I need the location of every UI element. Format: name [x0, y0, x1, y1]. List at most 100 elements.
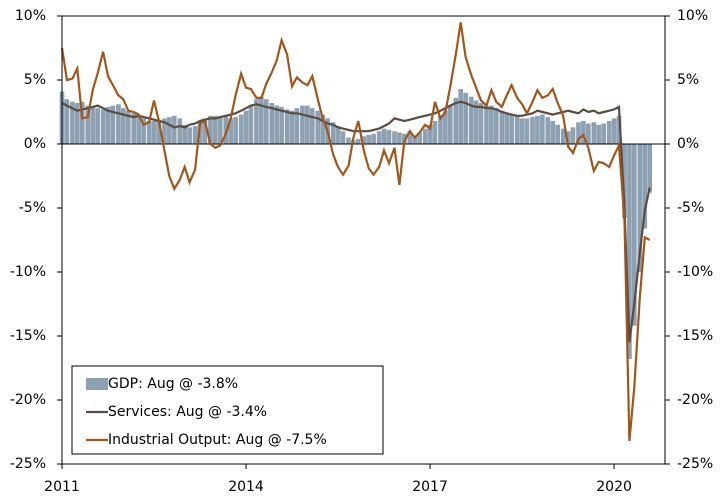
bar	[601, 123, 606, 144]
bar	[581, 120, 586, 144]
bar	[576, 122, 581, 144]
legend-swatch	[86, 378, 108, 390]
legend: GDP: Aug @ -3.8% Services: Aug @ -3.4% Ind…	[71, 365, 384, 455]
bar	[162, 118, 167, 144]
bar	[509, 114, 514, 144]
bar	[116, 104, 121, 144]
x-tick-label: 2014	[228, 479, 264, 495]
bar	[309, 108, 315, 144]
bar	[519, 118, 525, 144]
bar	[458, 88, 464, 144]
bar	[535, 115, 540, 144]
bar	[70, 101, 75, 144]
bar	[484, 105, 489, 144]
bar	[524, 118, 530, 144]
bar	[627, 144, 632, 360]
bar	[90, 106, 96, 144]
bar	[228, 118, 234, 144]
bar	[146, 120, 152, 144]
bar	[637, 144, 643, 272]
bar	[468, 96, 474, 144]
bar	[560, 128, 566, 144]
bar	[110, 105, 116, 144]
legend-label: GDP: Aug @ -3.8%	[108, 376, 238, 392]
bar	[259, 96, 264, 144]
bar	[284, 109, 290, 144]
bar	[248, 105, 254, 144]
bar	[422, 128, 428, 144]
bar	[381, 128, 387, 144]
bar	[591, 122, 597, 144]
bar	[606, 120, 612, 144]
bar	[171, 115, 177, 144]
bar	[647, 144, 652, 193]
y2-tick-label: 0%	[677, 136, 699, 152]
y2-tick-label: -20%	[677, 392, 713, 408]
bar	[447, 105, 453, 144]
bar	[443, 110, 448, 144]
bar	[320, 114, 326, 144]
bar	[305, 105, 310, 144]
bar	[463, 92, 468, 144]
bar	[585, 123, 591, 144]
bar	[254, 99, 259, 144]
bar	[407, 131, 413, 144]
bar	[95, 108, 100, 144]
bar	[371, 133, 376, 144]
bar	[642, 144, 648, 229]
bar	[361, 136, 367, 144]
bar	[622, 144, 627, 219]
bar	[555, 124, 560, 144]
bar	[545, 117, 551, 144]
bar	[294, 108, 300, 144]
bar	[121, 108, 126, 144]
bar	[125, 110, 131, 144]
bar	[514, 115, 520, 144]
bar	[550, 120, 556, 144]
bar	[167, 117, 172, 144]
bar	[473, 100, 479, 144]
y2-tick-label: -15%	[677, 328, 713, 344]
y-tick-label: 5%	[24, 72, 46, 88]
bar	[432, 120, 438, 144]
bar	[493, 108, 499, 144]
bar	[412, 136, 418, 144]
bar	[631, 144, 637, 326]
x-tick-label: 2020	[596, 479, 632, 495]
bar	[570, 127, 576, 144]
bar	[565, 131, 571, 144]
bar	[392, 131, 397, 144]
y2-tick-label: -10%	[677, 264, 713, 280]
bar	[136, 115, 142, 144]
y-tick-label: -15%	[10, 328, 46, 344]
bar	[177, 118, 183, 144]
bar	[346, 137, 351, 144]
bar	[85, 105, 91, 144]
plot-frame	[61, 15, 666, 465]
bar	[151, 120, 157, 144]
bar	[478, 103, 484, 144]
bar	[611, 118, 617, 144]
bar	[217, 117, 223, 144]
bar	[202, 118, 208, 144]
bar	[355, 138, 361, 144]
bar	[397, 132, 402, 144]
bar	[499, 110, 505, 144]
bar	[238, 114, 244, 144]
x-tick-label: 2017	[412, 479, 448, 495]
y2-tick-label: -25%	[677, 456, 713, 472]
y-tick-label: -5%	[19, 200, 46, 216]
bar	[156, 119, 162, 144]
y-tick-label: -10%	[10, 264, 46, 280]
bar	[64, 99, 70, 144]
line-series	[60, 22, 651, 442]
legend-box	[71, 365, 384, 455]
bar	[300, 105, 305, 144]
bar	[453, 97, 459, 144]
y2-tick-label: -5%	[677, 200, 704, 216]
legend-label: Services: Aug @ -3.4%	[108, 404, 267, 420]
bar	[539, 114, 545, 144]
bar	[438, 115, 443, 144]
bar	[182, 124, 188, 144]
